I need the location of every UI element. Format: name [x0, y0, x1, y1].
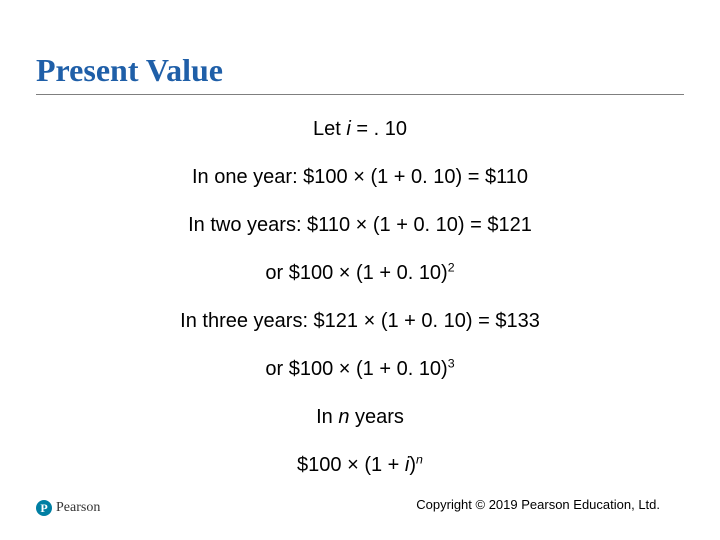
line-8: $100 × (1 + i)n — [0, 452, 720, 478]
slide-title: Present Value — [36, 52, 223, 89]
line-3: In two years: $110 × (1 + 0. 10) = $121 — [0, 212, 720, 238]
copyright-text: Copyright © 2019 Pearson Education, Ltd. — [416, 497, 660, 512]
line-6-base: or $100 × (1 + 0. 10) — [265, 358, 447, 380]
line-8-sup: n — [416, 452, 423, 466]
line-2: In one year: $100 × (1 + 0. 10) = $110 — [0, 164, 720, 190]
line-8-pre: $100 × (1 + — [297, 454, 405, 476]
line-4-base: or $100 × (1 + 0. 10) — [265, 262, 447, 284]
line-4: or $100 × (1 + 0. 10)2 — [0, 260, 720, 286]
line-7-pre: In — [316, 406, 338, 428]
slide: Present Value Let i = . 10 In one year: … — [0, 0, 720, 540]
line-7: In n years — [0, 404, 720, 430]
line-1: Let i = . 10 — [0, 116, 720, 142]
pearson-logo-text: Pearson — [56, 500, 100, 516]
line-1-post: = . 10 — [351, 118, 407, 140]
line-1-pre: Let — [313, 118, 346, 140]
title-underline — [36, 94, 684, 95]
line-7-var: n — [338, 406, 349, 428]
line-5: In three years: $121 × (1 + 0. 10) = $13… — [0, 308, 720, 334]
line-7-post: years — [349, 406, 403, 428]
pearson-logo: P Pearson — [36, 500, 100, 516]
slide-content: Let i = . 10 In one year: $100 × (1 + 0.… — [0, 116, 720, 500]
line-6: or $100 × (1 + 0. 10)3 — [0, 356, 720, 382]
line-4-sup: 2 — [448, 260, 455, 274]
pearson-logo-icon: P — [36, 500, 52, 516]
line-6-sup: 3 — [448, 356, 455, 370]
